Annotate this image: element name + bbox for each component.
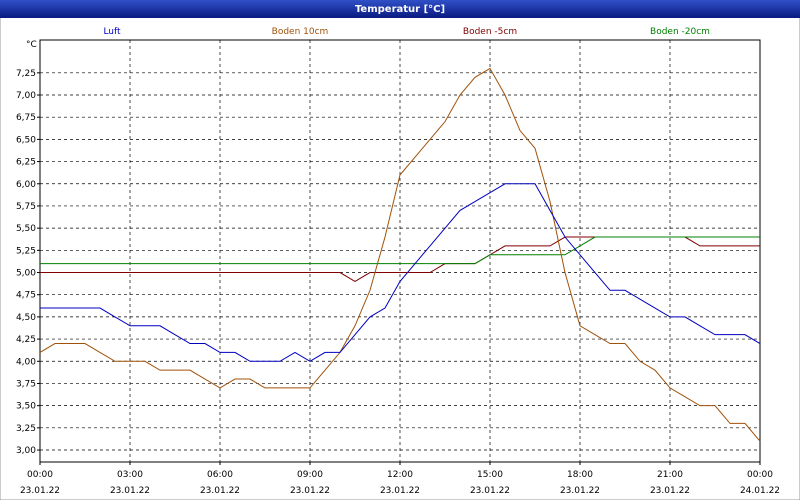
chart-title: Temperatur [°C] (355, 4, 445, 15)
y-tick-label: 5,00 (16, 269, 36, 279)
y-tick-label: 6,50 (16, 135, 36, 145)
y-tick-label: 4,75 (16, 291, 36, 301)
y-tick-label: 4,00 (16, 357, 36, 367)
x-tick-label: 00:00 (747, 470, 773, 480)
y-tick-label: 6,75 (16, 113, 36, 123)
series-line (39, 67, 761, 442)
x-tick-label: 00:00 (27, 470, 53, 480)
x-tick-date: 23.01.22 (200, 486, 240, 496)
x-tick-date: 23.01.22 (110, 486, 150, 496)
legend-entry: Boden 10cm (272, 27, 329, 37)
title-bar (0, 0, 800, 18)
x-tick-label: 21:00 (657, 470, 683, 480)
x-tick-date: 23.01.22 (650, 486, 690, 496)
x-tick-label: 09:00 (297, 470, 323, 480)
y-tick-label: 5,50 (16, 224, 36, 234)
y-tick-label: 3,75 (16, 379, 36, 389)
x-tick-label: 15:00 (477, 470, 503, 480)
x-tick-date: 23.01.22 (20, 486, 60, 496)
x-tick-label: 18:00 (567, 470, 593, 480)
series-line (40, 236, 760, 265)
y-tick-label: 3,50 (16, 402, 36, 412)
y-unit: °C (26, 40, 37, 50)
x-tick-date: 23.01.22 (380, 486, 420, 496)
y-tick-label: 5,75 (16, 202, 36, 212)
legend-entry: Luft (103, 27, 121, 37)
x-tick-label: 12:00 (387, 470, 413, 480)
y-tick-label: 4,25 (16, 335, 36, 345)
legend-entry: Boden -5cm (463, 27, 517, 37)
y-tick-label: 7,00 (16, 91, 36, 101)
y-tick-label: 6,25 (16, 158, 36, 168)
x-tick-date: 23.01.22 (560, 486, 600, 496)
x-tick-date: 24.01.22 (740, 486, 780, 496)
legend-entry: Boden -20cm (650, 27, 710, 37)
y-tick-label: 5,25 (16, 246, 36, 256)
y-tick-label: 6,00 (16, 180, 36, 190)
series-line (40, 183, 761, 362)
x-tick-date: 23.01.22 (470, 486, 510, 496)
y-tick-label: 4,50 (16, 313, 36, 323)
x-tick-date: 23.01.22 (290, 486, 330, 496)
y-tick-label: 3,00 (16, 446, 36, 456)
x-tick-label: 03:00 (117, 470, 143, 480)
x-tick-label: 06:00 (207, 470, 233, 480)
y-tick-label: 3,25 (16, 424, 36, 434)
y-tick-label: 7,25 (16, 69, 36, 79)
